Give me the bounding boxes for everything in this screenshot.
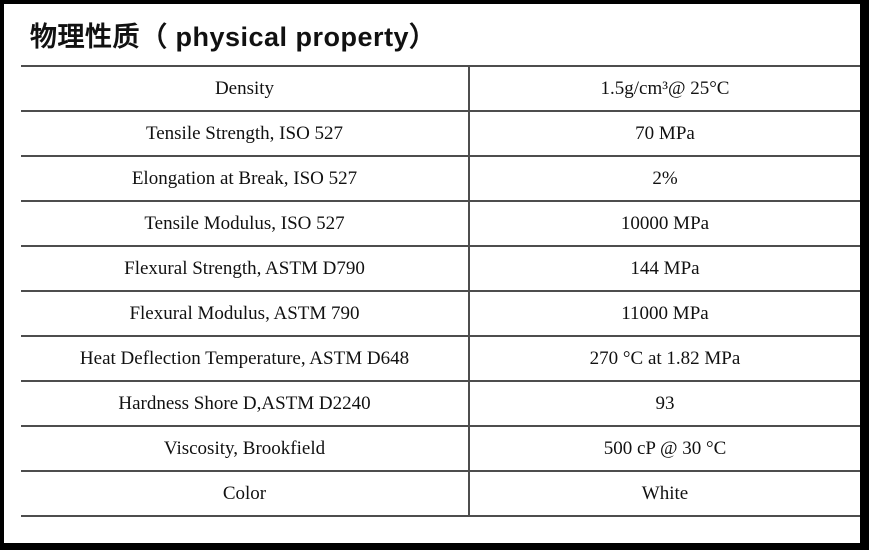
property-name-cell: Tensile Strength, ISO 527 [21,110,470,157]
property-value-cell: 10000 MPa [468,200,860,247]
table-row: Heat Deflection Temperature, ASTM D648 2… [21,335,860,382]
table-row: Color White [21,470,860,517]
property-name-cell: Flexural Strength, ASTM D790 [21,245,470,292]
property-value-cell: White [468,470,860,517]
property-value-cell: 500 cP @ 30 °C [468,425,860,472]
property-value-cell: 11000 MPa [468,290,860,337]
property-name-cell: Heat Deflection Temperature, ASTM D648 [21,335,470,382]
property-name-cell: Color [21,470,470,517]
property-name-cell: Elongation at Break, ISO 527 [21,155,470,202]
property-name-cell: Density [21,65,470,112]
property-name-cell: Flexural Modulus, ASTM 790 [21,290,470,337]
table-row: Tensile Strength, ISO 527 70 MPa [21,110,860,157]
property-table-body: Density 1.5g/cm³@ 25°C Tensile Strength,… [21,65,860,517]
property-value-cell: 270 °C at 1.82 MPa [468,335,860,382]
table-row: Flexural Modulus, ASTM 790 11000 MPa [21,290,860,337]
property-name-cell: Hardness Shore D,ASTM D2240 [21,380,470,427]
property-value-cell: 93 [468,380,860,427]
table-row: Hardness Shore D,ASTM D2240 93 [21,380,860,427]
table-row: Flexural Strength, ASTM D790 144 MPa [21,245,860,292]
table-row: Tensile Modulus, ISO 527 10000 MPa [21,200,860,247]
property-value-cell: 1.5g/cm³@ 25°C [468,65,860,112]
property-value-cell: 144 MPa [468,245,860,292]
property-name-cell: Viscosity, Brookfield [21,425,470,472]
table-row: Elongation at Break, ISO 527 2% [21,155,860,202]
datasheet-page: 物理性质（ physical property） Density 1.5g/cm… [4,4,860,543]
page-title: 物理性质（ physical property） [30,22,437,52]
table-row: Density 1.5g/cm³@ 25°C [21,65,860,112]
title-bar: 物理性质（ physical property） [4,4,860,65]
property-name-cell: Tensile Modulus, ISO 527 [21,200,470,247]
property-value-cell: 2% [468,155,860,202]
physical-property-table: Density 1.5g/cm³@ 25°C Tensile Strength,… [21,65,860,517]
table-row: Viscosity, Brookfield 500 cP @ 30 °C [21,425,860,472]
property-value-cell: 70 MPa [468,110,860,157]
